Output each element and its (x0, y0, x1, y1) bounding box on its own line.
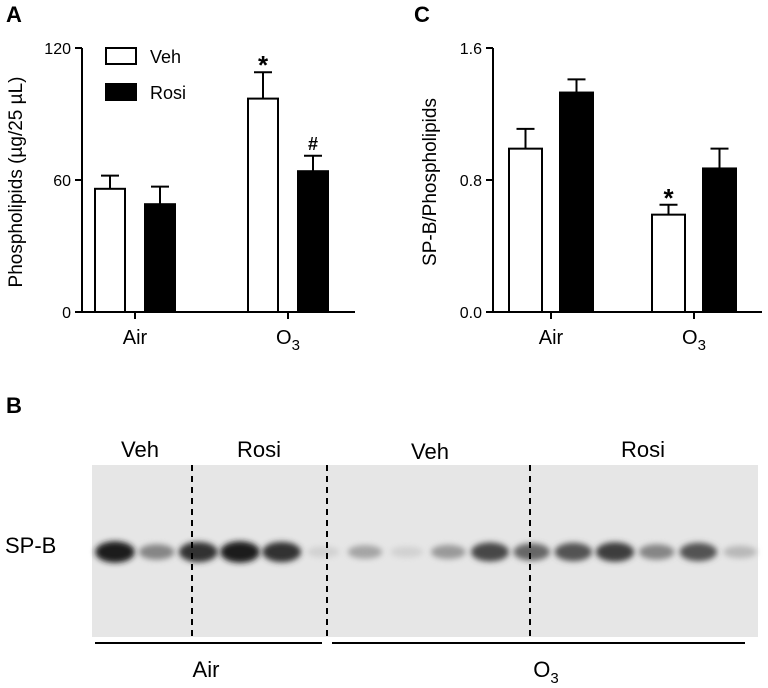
blot-group-label-veh-o3: Veh (411, 439, 449, 464)
blot-band (347, 545, 383, 559)
chartC-significance-mark: * (663, 183, 674, 213)
blot-group-label-rosi-o3: Rosi (621, 437, 665, 462)
blot-band (554, 542, 593, 562)
chart-c: 0.0 0.8 1.6 Air O3 * SP-B/Phospholipids (420, 41, 762, 354)
chartA-bar-rosi-o3 (297, 170, 329, 313)
panel-letter-b: B (6, 393, 22, 418)
legend-label-rosi: Rosi (150, 83, 186, 103)
blot-band (390, 546, 423, 558)
chartC-y-tick-label: 0.8 (460, 173, 482, 190)
blot-band (595, 542, 635, 562)
chart-a-legend: Veh Rosi (105, 47, 186, 103)
panel-letter-c: C (414, 2, 430, 27)
chartC-y-tick-label: 1.6 (460, 41, 482, 58)
chartA-bar-veh-air (94, 187, 126, 313)
legend-label-veh: Veh (150, 47, 181, 67)
chartA-category-label: O3 (276, 327, 300, 354)
chart-c-y-axis-title: SP-B/Phospholipids (420, 98, 441, 266)
blot-band (95, 541, 135, 563)
blot-band (262, 541, 302, 563)
blot-band (430, 544, 466, 560)
legend-swatch-rosi (105, 83, 137, 101)
blot-band (178, 541, 218, 563)
chartA-y-tick-label: 120 (44, 41, 71, 58)
western-blot: Veh Rosi Veh Rosi SP-B Air O3 (5, 437, 758, 687)
chartC-bar-rosi-air (559, 91, 594, 313)
chartC-bar-veh-air (508, 147, 543, 313)
legend-swatch-veh (105, 47, 137, 65)
chart-a-y-axis-title: Phospholipids (µg/25 µL) (6, 77, 27, 288)
blot-row-label-spb: SP-B (5, 533, 56, 558)
chartC-bar-veh-o3 (651, 213, 686, 313)
blot-group-label-rosi-air: Rosi (237, 437, 281, 462)
blot-band (471, 542, 509, 562)
chartA-y-tick-label: 0 (62, 305, 71, 322)
blot-band (638, 544, 675, 560)
blot-band (513, 543, 551, 561)
chartA-significance-mark: * (258, 50, 269, 80)
chartA-category-label: Air (123, 327, 148, 349)
chartC-category-label: O3 (682, 327, 706, 354)
chartA-significance-mark: # (308, 134, 318, 154)
panel-letter-a: A (6, 2, 22, 27)
blot-band (723, 545, 757, 559)
blot-band (679, 542, 718, 562)
chartA-bar-veh-o3 (247, 97, 279, 313)
chartA-y-tick-label: 60 (53, 173, 71, 190)
blot-band (220, 541, 260, 563)
blot-bottom-label-air: Air (193, 657, 220, 682)
chartC-y-tick-label: 0.0 (460, 305, 482, 322)
chartA-bar-rosi-air (144, 203, 176, 313)
chartC-bar-rosi-o3 (702, 167, 737, 313)
blot-band (307, 546, 340, 558)
chartC-category-label: Air (539, 327, 564, 349)
blot-bottom-label-o3: O3 (533, 657, 558, 687)
blot-band (138, 544, 175, 560)
blot-group-label-veh-air: Veh (121, 437, 159, 462)
